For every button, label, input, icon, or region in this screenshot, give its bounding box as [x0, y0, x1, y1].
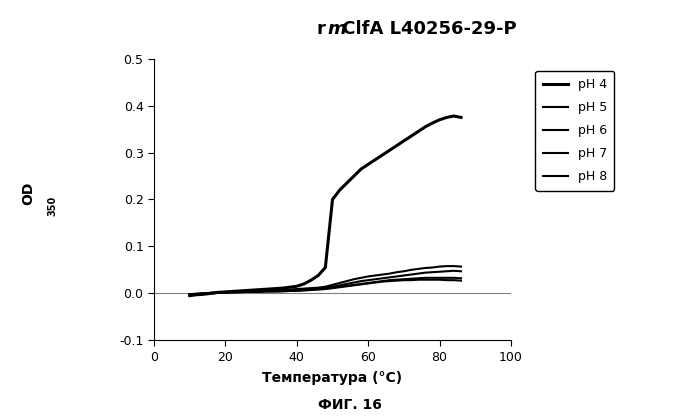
- X-axis label: Температура (°C): Температура (°C): [262, 370, 402, 385]
- Text: 350: 350: [48, 196, 57, 216]
- Text: r: r: [316, 21, 326, 38]
- Text: m: m: [328, 21, 346, 38]
- Legend: pH 4, pH 5, pH 6, pH 7, pH 8: pH 4, pH 5, pH 6, pH 7, pH 8: [535, 71, 615, 191]
- Text: ClfA L40256-29-P: ClfA L40256-29-P: [336, 21, 517, 38]
- Text: OD: OD: [21, 181, 35, 205]
- Text: ФИГ. 16: ФИГ. 16: [318, 398, 382, 412]
